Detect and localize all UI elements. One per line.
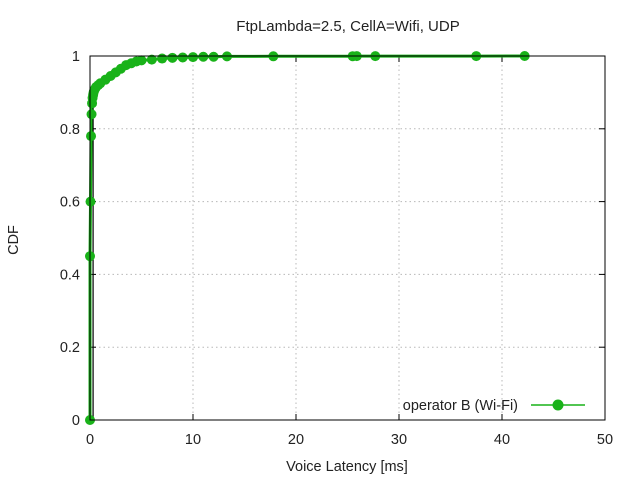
x-tick-label: 10 (185, 432, 201, 448)
y-tick-label: 0.6 (60, 195, 80, 211)
data-point (86, 131, 97, 142)
grid-lines (90, 56, 605, 420)
y-tick-label: 0 (72, 413, 80, 429)
legend-label-operator-b: operator B (Wi-Fi) (403, 398, 518, 414)
x-axis-label: Voice Latency [ms] (286, 459, 408, 475)
data-point (198, 51, 209, 62)
data-point (188, 52, 198, 63)
x-tick-label: 30 (391, 432, 407, 448)
data-point (167, 52, 178, 63)
x-tick-label: 0 (86, 432, 94, 448)
series-layer (85, 51, 530, 425)
legend: operator B (Wi-Fi) (403, 398, 585, 414)
data-point (146, 54, 157, 65)
data-point (86, 109, 97, 120)
y-axis-label: CDF (6, 225, 22, 255)
x-tick-label: 50 (597, 432, 613, 448)
data-point (208, 51, 219, 62)
y-tick-label: 1 (72, 49, 80, 65)
legend-marker-sample (552, 399, 564, 411)
y-axis: 0 0.2 0.4 0.6 0.8 1 (60, 49, 605, 429)
x-tick-label: 20 (288, 432, 304, 448)
x-tick-label: 40 (494, 432, 510, 448)
chart-title: FtpLambda=2.5, CellA=Wifi, UDP (236, 18, 459, 35)
data-point (136, 55, 147, 66)
y-tick-label: 0.2 (60, 340, 80, 356)
data-point (157, 53, 168, 64)
y-tick-label: 0.4 (60, 267, 80, 283)
plot-frame (89, 55, 606, 421)
data-point (177, 52, 188, 63)
series-line (88, 54, 525, 420)
x-axis: 0 10 20 30 40 50 (86, 56, 613, 448)
y-tick-label: 0.8 (60, 122, 80, 138)
data-point (85, 196, 96, 207)
